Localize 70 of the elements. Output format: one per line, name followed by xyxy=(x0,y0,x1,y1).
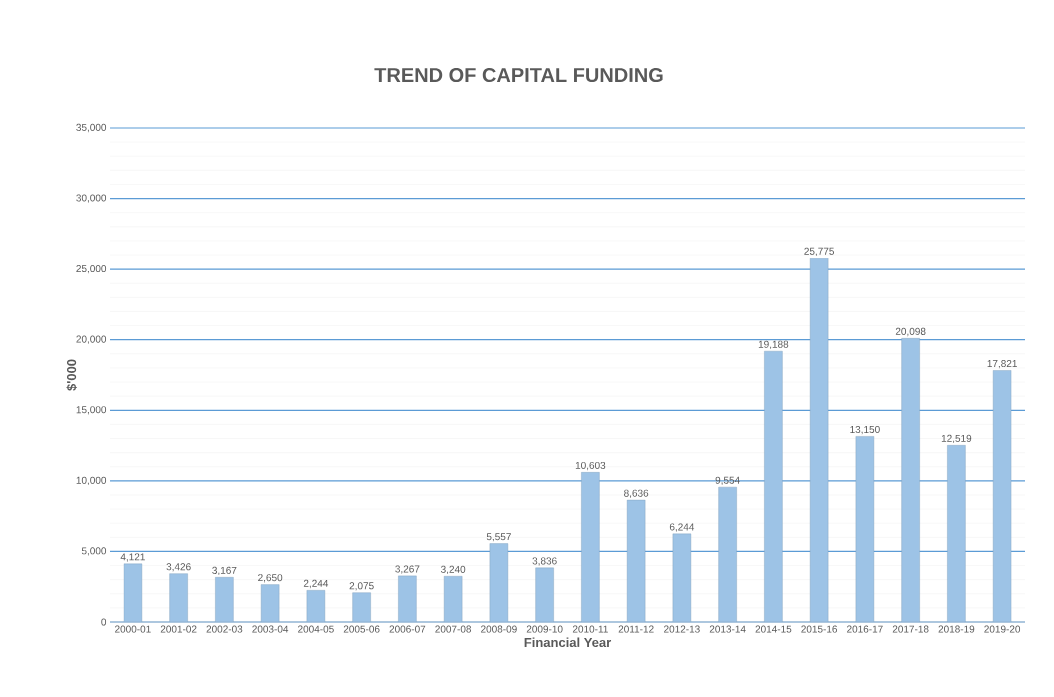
data-label: 20,098 xyxy=(895,327,926,337)
data-label: 3,836 xyxy=(532,557,557,566)
data-label: 6,244 xyxy=(669,523,695,532)
data-label: 3,167 xyxy=(212,566,237,576)
data-label: 2,244 xyxy=(303,579,329,589)
x-tick-label: 2000-01 xyxy=(115,625,151,633)
chart-title: TREND OF CAPITAL FUNDING xyxy=(374,67,663,83)
data-label: 13,150 xyxy=(850,425,880,435)
bar xyxy=(855,436,875,622)
bar xyxy=(398,575,417,622)
data-label: 17,821 xyxy=(987,360,1017,369)
x-tick-label: 2008-09 xyxy=(481,625,517,633)
data-label: 3,426 xyxy=(166,563,191,572)
x-tick-label: 2009-10 xyxy=(526,625,563,633)
x-tick-label: 2016-17 xyxy=(847,625,883,633)
data-label: 4,121 xyxy=(120,553,145,562)
y-tick-label: 20,000 xyxy=(76,335,107,344)
y-tick-label: 15,000 xyxy=(76,406,107,415)
bar xyxy=(626,499,646,622)
x-tick-label: 2004-05 xyxy=(298,625,334,633)
bar xyxy=(947,445,966,622)
bar xyxy=(718,486,737,622)
bar xyxy=(535,567,554,622)
bar xyxy=(352,592,371,622)
x-tick-label: 2011-12 xyxy=(618,625,654,633)
bar xyxy=(169,573,188,622)
data-label: 5,557 xyxy=(486,533,511,542)
data-label: 8,636 xyxy=(624,489,649,498)
y-tick-label: 25,000 xyxy=(76,265,107,274)
y-tick-label: 5,000 xyxy=(81,547,107,556)
bar xyxy=(215,577,234,622)
y-axis-title: $'000 xyxy=(66,359,78,391)
x-tick-label: 2013-14 xyxy=(709,625,746,633)
data-label: 2,650 xyxy=(258,574,283,583)
x-tick-label: 2012-13 xyxy=(664,625,700,633)
bar xyxy=(306,590,326,622)
bar xyxy=(764,350,783,622)
y-tick-label: 0 xyxy=(101,618,107,626)
bar xyxy=(672,533,692,622)
x-tick-label: 2006-07 xyxy=(389,625,426,633)
bar xyxy=(489,543,509,622)
data-label: 12,519 xyxy=(941,434,972,444)
data-label: 10,603 xyxy=(575,461,606,471)
bar xyxy=(992,370,1012,622)
data-label: 19,188 xyxy=(758,340,789,349)
x-tick-label: 2007-08 xyxy=(435,625,472,633)
x-tick-label: 2018-19 xyxy=(938,625,975,633)
bar xyxy=(443,576,463,622)
x-tick-label: 2003-04 xyxy=(252,625,289,633)
data-label: 25,775 xyxy=(804,247,834,257)
x-tick-label: 2019-20 xyxy=(984,625,1021,633)
data-label: 3,267 xyxy=(395,565,420,574)
bar xyxy=(123,563,143,622)
x-tick-label: 2010-11 xyxy=(572,625,608,633)
x-tick-label: 2001-02 xyxy=(160,625,197,633)
bar xyxy=(901,338,920,622)
x-tick-label: 2017-18 xyxy=(892,625,929,633)
data-label: 3,240 xyxy=(441,565,466,575)
y-tick-label: 30,000 xyxy=(76,194,107,203)
bar xyxy=(581,472,600,622)
y-tick-label: 10,000 xyxy=(76,476,107,485)
x-tick-label: 2005-06 xyxy=(343,625,380,633)
x-tick-label: 2014-15 xyxy=(755,625,792,633)
y-tick-label: 35,000 xyxy=(76,123,107,133)
data-label: 2,075 xyxy=(349,582,374,591)
x-axis-title: Financial Year xyxy=(524,637,612,648)
bar xyxy=(809,258,829,622)
bar xyxy=(260,584,280,622)
x-tick-label: 2015-16 xyxy=(801,625,838,633)
x-tick-label: 2002-03 xyxy=(206,625,243,633)
